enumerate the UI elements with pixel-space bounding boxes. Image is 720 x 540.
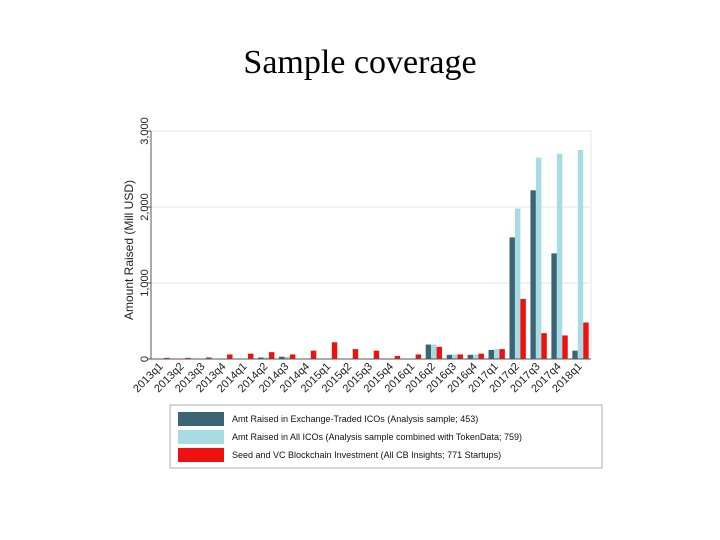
bar-2014q2-s1	[258, 357, 264, 359]
y-axis-title: Amount Raised (Mill USD)	[122, 180, 136, 320]
bar-2014q3-s2	[284, 356, 290, 359]
legend-swatch-2	[178, 430, 224, 444]
bar-2017q3-s1	[530, 190, 536, 359]
bar-2016q4-s1	[467, 354, 474, 359]
bar-2014q2-s2	[263, 357, 269, 359]
bar-2016q3-s3	[457, 354, 463, 359]
bar-2016q2-s3	[436, 346, 443, 359]
bar-2016q4-s2	[473, 354, 479, 359]
bar-2017q1-s3	[499, 349, 505, 359]
bar-2016q2-s2	[431, 344, 437, 359]
y-tick-label: 1,000	[139, 269, 151, 297]
bar-2014q4-s3	[310, 350, 317, 359]
bar-2018q1-s3	[583, 322, 589, 359]
legend-label-2: Amt Raised in All ICOs (Analysis sample …	[232, 432, 522, 442]
bar-2013q3-s3	[206, 357, 212, 359]
bar-2014q1-s3	[248, 353, 254, 359]
bar-2017q1-s2	[493, 349, 500, 359]
bar-2013q4-s3	[227, 354, 233, 359]
y-tick-layer: 0 1,000 2,000 3,000	[139, 117, 151, 362]
bar-2017q4-s3	[562, 335, 568, 359]
bar-2016q4-s3	[478, 353, 484, 359]
y-tick-label: 0	[139, 356, 151, 362]
bar-2018q1-s1	[572, 350, 578, 359]
bar-2017q4-s2	[556, 153, 563, 359]
x-tick-layer: 2013q12013q22013q32013q42014q12014q22014…	[131, 361, 584, 395]
legend-swatch-3	[178, 448, 224, 462]
bar-2015q4-s3	[394, 355, 401, 359]
bar-2014q2-s3	[268, 352, 275, 359]
bar-2015q2-s3	[352, 349, 359, 359]
bar-2017q1-s1	[488, 349, 494, 359]
bar-2013q1-s3	[164, 357, 170, 359]
bar-2017q4-s1	[551, 253, 557, 359]
bar-2016q3-s1	[446, 354, 453, 359]
bar-2014q3-s1	[279, 356, 285, 359]
bar-2013q2-s3	[185, 357, 191, 359]
bar-2015q1-s3	[331, 342, 338, 359]
y-tick-label: 2,000	[139, 193, 151, 221]
bar-2017q2-s2	[514, 208, 521, 359]
legend-label-3: Seed and VC Blockchain Investment (All C…	[232, 450, 501, 460]
legend-label-1: Amt Raised in Exchange-Traded ICOs (Anal…	[232, 414, 478, 424]
bar-2017q3-s2	[535, 157, 542, 359]
legend-box	[169, 404, 603, 469]
bar-2014q3-s3	[289, 354, 296, 359]
bar-2016q2-s1	[425, 344, 432, 359]
bar-2017q2-s3	[520, 298, 526, 359]
bar-layer	[164, 150, 589, 359]
bar-2015q3-s3	[373, 350, 380, 359]
bar-2016q3-s2	[452, 354, 458, 359]
legend: Amt Raised in Exchange-Traded ICOs (Anal…	[169, 404, 603, 469]
bar-2017q2-s1	[509, 237, 515, 359]
bar-2017q3-s3	[541, 333, 547, 359]
bar-2016q1-s3	[415, 354, 422, 359]
legend-swatch-1	[178, 412, 224, 426]
bar-2018q1-s2	[577, 150, 584, 359]
y-tick-label: 3,000	[139, 117, 151, 145]
slide-title: Sample coverage	[243, 44, 477, 81]
